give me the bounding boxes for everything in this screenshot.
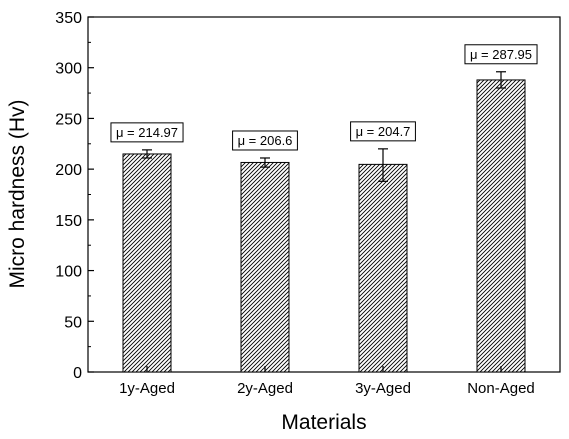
value-annotation: μ = 287.95: [470, 47, 532, 62]
value-annotation-box: [110, 122, 184, 143]
y-tick-label: 250: [55, 111, 82, 128]
value-annotation: μ = 214.97: [116, 125, 178, 140]
x-category-label: 3y-Aged: [355, 380, 411, 397]
bar-2y-aged: [240, 161, 290, 373]
value-annotation-box: [350, 121, 416, 142]
y-tick-label: 150: [55, 213, 82, 230]
y-axis: 0 50 100 150 200 250 300 350: [55, 10, 94, 382]
x-axis-title: Materials: [281, 411, 366, 434]
y-tick-label: 50: [64, 314, 82, 331]
y-tick-label: 100: [55, 264, 82, 281]
value-annotation: μ = 204.7: [356, 124, 411, 139]
bar-non-aged: [476, 79, 526, 373]
bars-group: μ = 214.97 μ = 206.6 μ = 204.7 μ = 287.95: [110, 44, 538, 373]
bar-3y-aged: [358, 163, 408, 373]
y-axis-title: Micro hardness (Hv): [6, 99, 29, 288]
y-tick-label: 350: [55, 10, 82, 27]
x-category-label: Non-Aged: [467, 380, 535, 397]
x-axis: 1y-Aged 2y-Aged 3y-Aged Non-Aged: [119, 366, 535, 397]
x-category-label: 1y-Aged: [119, 380, 175, 397]
value-annotation-box: [232, 130, 298, 151]
y-tick-label: 200: [55, 162, 82, 179]
y-tick-label: 300: [55, 61, 82, 78]
value-annotation-box: [464, 44, 538, 65]
bar-1y-aged: [122, 153, 172, 373]
value-annotation: μ = 206.6: [238, 133, 293, 148]
x-category-label: 2y-Aged: [237, 380, 293, 397]
y-tick-label: 0: [73, 365, 82, 382]
